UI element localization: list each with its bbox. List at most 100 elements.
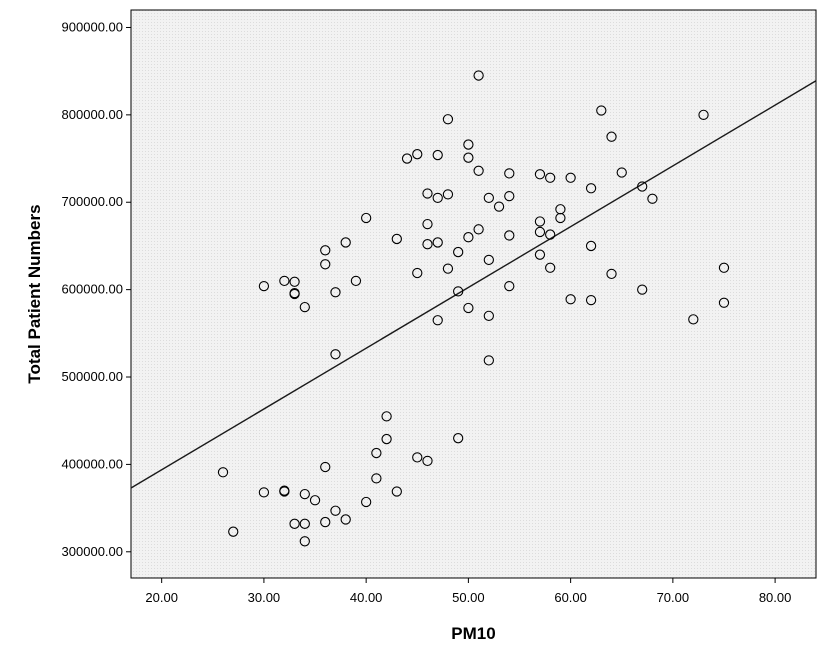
- data-point: [401, 153, 413, 164]
- data-point: [534, 216, 546, 227]
- data-point: [258, 487, 270, 498]
- data-point: [289, 518, 300, 529]
- data-point: [258, 280, 270, 292]
- data-point: [442, 263, 454, 274]
- data-point: [483, 355, 494, 366]
- data-point: [422, 239, 433, 250]
- data-point: [412, 149, 423, 160]
- data-point: [289, 276, 300, 287]
- data-point: [299, 488, 310, 500]
- data-point: [534, 249, 546, 260]
- data-point: [422, 455, 433, 467]
- data-point: [473, 70, 484, 81]
- data-point: [545, 229, 556, 240]
- data-point: [718, 297, 730, 308]
- x-tick-label: 60.00: [554, 590, 587, 605]
- data-point: [504, 280, 515, 292]
- data-point: [606, 131, 617, 142]
- data-point: [381, 433, 392, 445]
- y-tick-label: 900000.00: [62, 19, 123, 34]
- data-point: [340, 514, 351, 525]
- data-point: [299, 518, 310, 529]
- data-point: [330, 505, 341, 516]
- data-point: [422, 188, 433, 199]
- x-axis: 20.00 30.00 40.00 50.00 60.00 70.00 80.00: [145, 578, 791, 605]
- data-point: [473, 224, 484, 235]
- y-axis-title: Total Patient Numbers: [25, 204, 44, 383]
- data-point: [637, 284, 648, 295]
- data-point: [228, 526, 239, 537]
- data-point: [453, 286, 464, 297]
- data-point: [330, 287, 341, 298]
- fit-line-layer: [130, 80, 817, 489]
- data-point: [637, 181, 648, 192]
- data-point: [432, 192, 443, 204]
- y-tick-label: 800000.00: [62, 107, 123, 122]
- data-point: [320, 245, 331, 256]
- x-tick-label: 40.00: [350, 590, 383, 605]
- plot-area: [130, 9, 817, 579]
- data-point: [442, 189, 454, 200]
- data-point: [279, 275, 290, 287]
- data-point: [698, 109, 709, 121]
- x-tick-label: 30.00: [248, 590, 281, 605]
- x-tick-label: 20.00: [145, 590, 178, 605]
- data-point: [340, 237, 351, 248]
- y-tick-label: 300000.00: [62, 544, 123, 559]
- y-tick-label: 400000.00: [62, 456, 123, 471]
- x-tick-label: 70.00: [657, 590, 690, 605]
- y-tick-label: 500000.00: [62, 369, 123, 384]
- data-point: [453, 246, 464, 258]
- data-point: [299, 301, 310, 313]
- data-point: [432, 315, 443, 326]
- data-point: [381, 411, 392, 422]
- data-point: [217, 467, 229, 478]
- points-layer: [217, 70, 730, 547]
- data-point: [545, 262, 556, 273]
- data-point: [504, 190, 515, 202]
- data-point: [279, 486, 290, 497]
- data-point: [371, 473, 382, 484]
- data-point: [585, 294, 597, 306]
- data-point: [330, 349, 341, 360]
- data-point: [483, 192, 494, 204]
- data-point: [463, 302, 474, 314]
- data-point: [422, 218, 433, 230]
- y-tick-label: 700000.00: [62, 194, 123, 209]
- data-point: [504, 230, 515, 241]
- data-point: [718, 262, 730, 273]
- data-point: [463, 232, 474, 243]
- data-point: [504, 168, 515, 179]
- x-tick-label: 50.00: [452, 590, 485, 605]
- data-point: [320, 516, 331, 528]
- data-point: [606, 268, 617, 280]
- data-point: [299, 536, 310, 547]
- data-point: [391, 486, 402, 497]
- data-point: [442, 114, 454, 125]
- y-axis: 300000.00 400000.00 500000.00 600000.00 7000…: [62, 19, 131, 559]
- y-tick-label: 600000.00: [62, 282, 123, 297]
- data-point: [616, 167, 627, 178]
- fit-line: [130, 80, 817, 489]
- data-point: [596, 105, 607, 116]
- data-point: [453, 433, 464, 444]
- data-point: [688, 314, 699, 325]
- data-point: [412, 452, 423, 463]
- data-point: [647, 193, 658, 204]
- data-point: [483, 310, 494, 321]
- data-point: [360, 496, 372, 508]
- data-point: [585, 240, 597, 252]
- data-point: [463, 139, 474, 150]
- data-point: [585, 183, 597, 194]
- data-point: [412, 267, 423, 279]
- data-point: [463, 152, 474, 163]
- x-axis-title: PM10: [451, 624, 495, 643]
- data-point: [320, 461, 331, 473]
- data-point: [309, 495, 321, 506]
- data-point: [432, 237, 443, 248]
- data-point: [555, 212, 566, 224]
- data-point: [371, 447, 382, 459]
- data-point: [350, 275, 362, 287]
- data-point: [483, 254, 494, 266]
